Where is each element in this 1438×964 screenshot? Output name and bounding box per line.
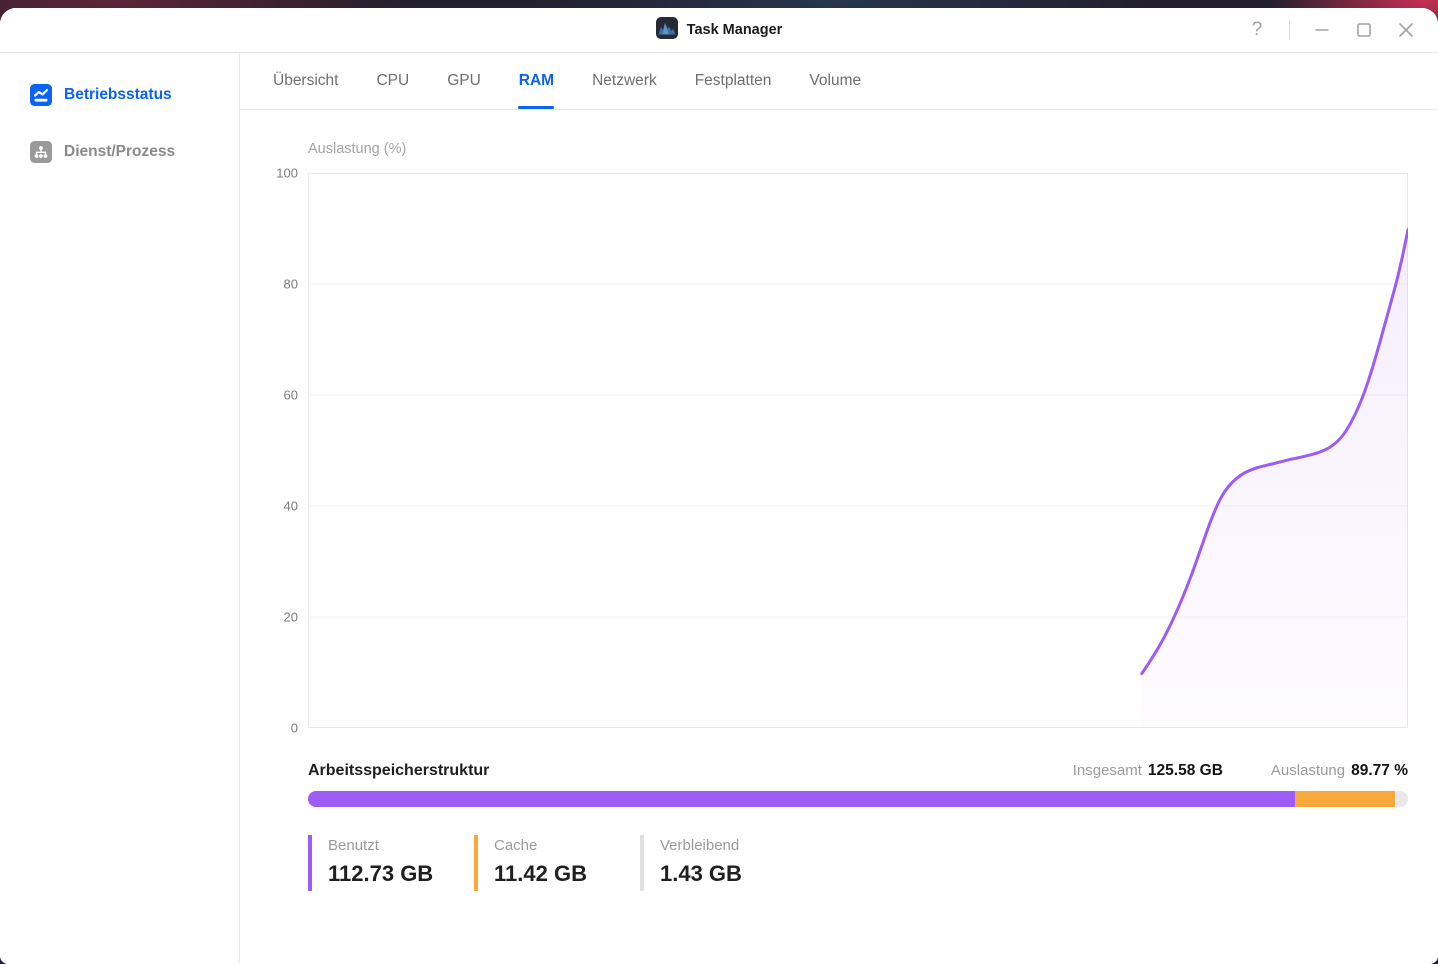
y-tick-label: 60 (283, 387, 298, 403)
memory-usage-label: Auslastung (1270, 762, 1346, 779)
sidebar-item-label: Betriebsstatus (64, 86, 172, 103)
plot-wrap: 0 20 40 60 80 100 (276, 166, 1408, 736)
y-tick-label: 100 (276, 165, 298, 181)
memory-usage: Auslastung 89.77 % (1271, 762, 1408, 780)
memory-bar-segment-free (1395, 791, 1408, 807)
tab-label: RAM (518, 72, 555, 89)
memory-usage-bar (308, 791, 1408, 807)
stat-value: 11.42 GB (494, 861, 587, 886)
content-area: Übersicht CPU GPU RAM Netzwerk Festplatten Vol… (240, 53, 1438, 963)
memory-header: Arbeitsspeicherstruktur Insgesamt 125.58 … (308, 762, 1408, 780)
y-tick-label: 0 (290, 720, 298, 736)
memory-stat-benutzt: Benutzt 112.73 GB (308, 835, 474, 891)
y-tick-label: 80 (283, 276, 298, 292)
task-manager-window: Task Manager ? Betriebsstatus Dienst/Proz… (0, 8, 1438, 964)
minimize-button[interactable] (1312, 20, 1332, 40)
sidebar-item-dienst-prozess[interactable]: Dienst/Prozess (0, 135, 239, 169)
memory-usage-value: 89.77 % (1351, 762, 1408, 779)
total-memory-value: 125.58 GB (1147, 762, 1223, 779)
ram-usage-chart: 0 20 40 60 80 100 (276, 166, 1408, 736)
tab-gpu[interactable]: GPU (447, 53, 481, 109)
tab-cpu[interactable]: CPU (376, 53, 409, 109)
sidebar-item-label: Dienst/Prozess (64, 143, 176, 160)
stat-label: Benutzt (328, 837, 379, 854)
memory-stats: Benutzt 112.73 GB Cache 11.42 GB Verbleibend… (308, 835, 1408, 891)
tab-volume[interactable]: Volume (809, 53, 861, 109)
tab-bersicht[interactable]: Übersicht (273, 53, 338, 109)
memory-totals: Insgesamt 125.58 GB Auslastung 89.77 % (1073, 762, 1408, 780)
y-tick-label: 20 (283, 609, 298, 625)
tab-netzwerk[interactable]: Netzwerk (592, 53, 657, 109)
tab-label: Festplatten (694, 72, 772, 89)
tab-ram[interactable]: RAM (518, 53, 555, 109)
tab-label: GPU (447, 72, 481, 89)
maximize-button[interactable] (1354, 20, 1374, 40)
stat-value: 112.73 GB (328, 861, 434, 886)
memory-stat-cache: Cache 11.42 GB (474, 835, 640, 891)
chart-section: Auslastung (%) 0 20 40 60 80 100 (240, 110, 1438, 736)
active-tab-underline (518, 106, 555, 109)
total-memory: Insgesamt 125.58 GB (1073, 762, 1223, 780)
line-chart-icon (30, 84, 52, 106)
memory-section-title: Arbeitsspeicherstruktur (308, 762, 490, 779)
tab-label: Netzwerk (592, 72, 657, 89)
y-tick-label: 40 (283, 498, 298, 514)
main-area: Betriebsstatus Dienst/Prozess Übersicht CP… (0, 53, 1438, 963)
sidebar-nav: Betriebsstatus Dienst/Prozess (0, 53, 240, 963)
memory-section: Arbeitsspeicherstruktur Insgesamt 125.58 … (240, 728, 1438, 891)
tab-label: Volume (809, 72, 862, 89)
stat-label: Cache (494, 837, 538, 854)
controls-divider (1289, 20, 1290, 40)
titlebar: Task Manager ? (0, 8, 1438, 53)
window-controls: ? (1247, 8, 1416, 52)
memory-bar-segment-cache (1295, 791, 1396, 807)
stat-value: 1.43 GB (660, 861, 742, 886)
tab-label: CPU (376, 72, 410, 89)
sidebar-item-betriebsstatus[interactable]: Betriebsstatus (0, 78, 239, 112)
chart-svg-holder (308, 173, 1408, 728)
window-title: Task Manager (686, 22, 783, 38)
title-group: Task Manager (0, 8, 1438, 52)
close-button[interactable] (1396, 20, 1416, 40)
total-memory-label: Insgesamt (1072, 762, 1142, 779)
help-button[interactable]: ? (1251, 19, 1263, 40)
y-axis: 0 20 40 60 80 100 (240, 166, 308, 736)
memory-bar-segment-used (308, 791, 1296, 807)
tab-bar: Übersicht CPU GPU RAM Netzwerk Festplatten Vol… (240, 53, 1438, 110)
memory-stat-verbleibend: Verbleibend 1.43 GB (640, 835, 806, 891)
app-icon (655, 16, 678, 44)
tab-label: Übersicht (273, 72, 339, 89)
process-tree-icon (30, 141, 52, 163)
stat-label: Verbleibend (660, 837, 740, 854)
chart-title: Auslastung (%) (308, 141, 407, 157)
tab-festplatten[interactable]: Festplatten (695, 53, 772, 109)
